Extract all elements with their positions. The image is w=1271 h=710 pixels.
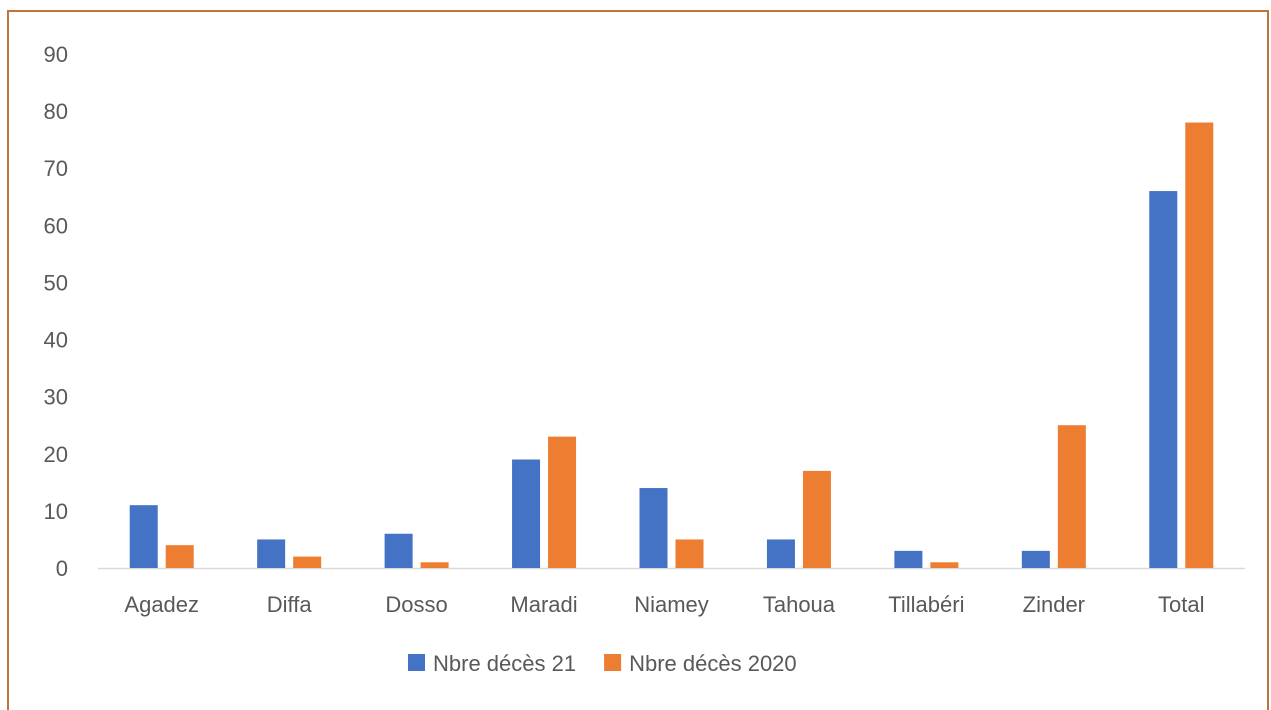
bar-zinder-series-1 (1021, 550, 1050, 568)
x-tick-label: Agadez (124, 592, 199, 617)
y-tick-label: 70 (44, 156, 68, 181)
bar-dosso-series-1 (384, 533, 413, 568)
x-axis-ticks: Agadez Diffa Dosso Maradi Niamey Tahoua Tillab… (124, 592, 1204, 617)
bar-total-series-2 (1185, 122, 1214, 569)
bar-agadez-series-2 (165, 545, 194, 568)
y-tick-label: 0 (56, 556, 68, 581)
legend: Nbre décès 21 Nbre décès 2020 (408, 651, 797, 676)
chart-frame (7, 10, 1269, 710)
legend-label: Nbre décès 2020 (629, 651, 797, 676)
bars-group (129, 122, 1214, 569)
bar-agadez-series-1 (129, 505, 158, 568)
legend-swatch (408, 654, 425, 671)
bar-total-series-1 (1149, 191, 1178, 569)
x-tick-label: Total (1158, 592, 1204, 617)
y-tick-label: 40 (44, 328, 68, 353)
y-tick-label: 10 (44, 499, 68, 524)
y-tick-label: 20 (44, 442, 68, 467)
bar-dosso-series-2 (420, 562, 449, 568)
bar-maradi-series-2 (548, 436, 577, 568)
x-tick-label: Tillabéri (888, 592, 964, 617)
x-tick-label: Zinder (1023, 592, 1085, 617)
bar-tahoua-series-1 (766, 539, 795, 568)
y-tick-label: 50 (44, 270, 68, 295)
x-tick-label: Diffa (267, 592, 313, 617)
legend-swatch (604, 654, 622, 671)
y-tick-label: 60 (44, 213, 68, 238)
bar-maradi-series-1 (512, 459, 541, 568)
y-tick-label: 80 (44, 99, 68, 124)
x-tick-label: Niamey (634, 592, 709, 617)
bar-zinder-series-2 (1057, 425, 1086, 568)
bar-niamey-series-1 (639, 488, 668, 568)
bar-niamey-series-2 (675, 539, 704, 568)
bar-diffa-series-1 (257, 539, 286, 568)
bar-tillab-ri-series-2 (930, 562, 959, 568)
bar-tahoua-series-2 (802, 470, 831, 568)
y-axis-ticks: 0 10 20 30 40 50 60 70 80 90 (44, 42, 68, 581)
x-tick-label: Maradi (510, 592, 577, 617)
bar-diffa-series-2 (293, 556, 322, 568)
bar-tillab-ri-series-1 (894, 550, 923, 568)
x-tick-label: Dosso (385, 592, 447, 617)
legend-label: Nbre décès 21 (433, 651, 576, 676)
y-tick-label: 90 (44, 42, 68, 67)
x-tick-label: Tahoua (763, 592, 836, 617)
y-tick-label: 30 (44, 385, 68, 410)
